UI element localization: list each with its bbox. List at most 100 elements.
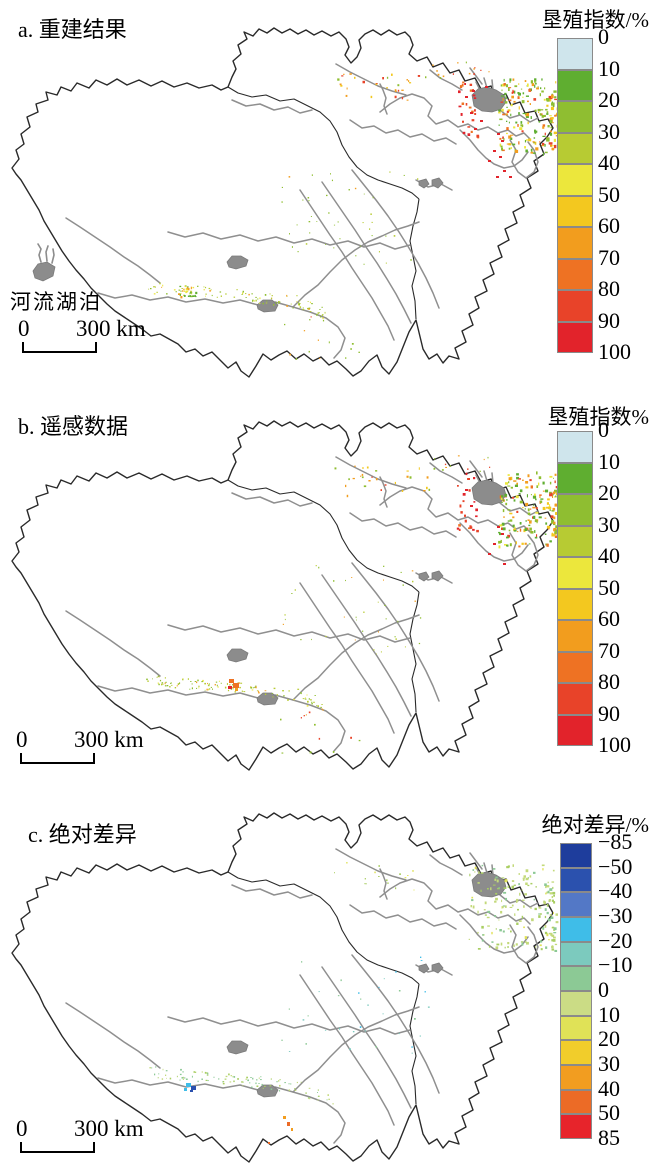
cultivation-speck [375, 470, 378, 472]
cultivation-speck [547, 498, 550, 501]
cultivation-speck [284, 323, 286, 326]
cultivation-speck [495, 928, 497, 930]
cultivation-speck [247, 1079, 249, 1082]
cultivation-speck [499, 143, 502, 147]
cultivation-speck [532, 152, 536, 154]
cultivation-speck [539, 944, 542, 947]
cultivation-speck [192, 295, 195, 297]
cultivation-speck [165, 681, 167, 683]
cultivation-speck [495, 892, 498, 895]
cultivation-speck [499, 137, 502, 140]
cultivation-speck [503, 170, 506, 172]
cultivation-speck [266, 300, 268, 302]
cultivation-speck [487, 888, 489, 890]
cultivation-speck [319, 357, 321, 359]
cultivation-speck [526, 941, 529, 945]
cultivation-speck [546, 502, 549, 505]
cultivation-speck [326, 1099, 328, 1101]
cultivation-speck [313, 701, 315, 703]
cultivation-speck [280, 718, 282, 721]
cultivation-speck [519, 127, 523, 130]
cultivation-speck [282, 690, 284, 692]
cultivation-speck [467, 133, 471, 136]
cultivation-speck [241, 294, 243, 295]
cultivation-speck [215, 681, 218, 683]
cultivation-speck [546, 104, 549, 107]
cultivation-speck [551, 532, 553, 535]
river-line [349, 904, 457, 930]
cultivation-speck [525, 877, 529, 881]
cultivation-speck [507, 946, 509, 948]
cultivation-speck [465, 96, 468, 98]
cultivation-speck [501, 147, 503, 151]
cultivation-speck [307, 1015, 309, 1017]
cultivation-speck [552, 507, 556, 511]
cultivation-speck [535, 886, 537, 888]
river-line [321, 181, 412, 324]
cultivation-speck [534, 530, 536, 533]
cultivation-speck [553, 496, 557, 498]
cultivation-speck [511, 496, 515, 499]
cultivation-speck [300, 639, 302, 641]
cultivation-speck [240, 682, 243, 684]
cultivation-speck [308, 350, 310, 353]
cultivation-speck [500, 145, 503, 148]
river-line [429, 854, 463, 876]
cultivation-speck [517, 530, 519, 533]
cultivation-speck [506, 143, 510, 145]
cultivation-speck [496, 176, 499, 178]
cultivation-speck [552, 145, 554, 147]
cultivation-speck [555, 529, 559, 533]
cultivation-speck [439, 77, 442, 79]
cultivation-speck [293, 698, 295, 701]
cultivation-speck [545, 946, 548, 949]
cultivation-speck [525, 941, 527, 943]
cultivation-speck [304, 697, 306, 699]
cultivation-speck [204, 1071, 207, 1074]
cultivation-speck [333, 580, 335, 582]
cultivation-speck [414, 1018, 416, 1020]
cultivation-speck [162, 683, 164, 685]
cultivation-speck [183, 290, 186, 292]
cultivation-speck [516, 482, 518, 485]
cultivation-speck [481, 939, 484, 942]
cultivation-speck [520, 124, 524, 127]
cultivation-speck [470, 905, 472, 908]
cultivation-speck [184, 1088, 187, 1091]
cultivation-speck [322, 709, 324, 711]
cultivation-speck [507, 885, 510, 888]
cultivation-speck [501, 906, 504, 909]
cultivation-speck [508, 481, 510, 484]
cultivation-speck [469, 83, 473, 86]
cultivation-speck [551, 896, 554, 899]
cultivation-speck [509, 906, 513, 908]
cultivation-speck [241, 1081, 243, 1083]
cultivation-speck [191, 687, 193, 690]
cultivation-speck [354, 465, 356, 467]
cultivation-speck [545, 489, 549, 493]
cultivation-speck [363, 611, 365, 613]
cultivation-speck [317, 1099, 319, 1101]
cultivation-speck [414, 600, 417, 602]
cultivation-speck [474, 67, 476, 69]
cultivation-speck [339, 83, 342, 86]
cultivation-speck [208, 287, 211, 290]
cultivation-speck [418, 467, 420, 470]
river-line [379, 486, 531, 533]
cultivation-speck [504, 493, 508, 497]
cultivation-speck [495, 946, 499, 950]
cultivation-speck [524, 528, 528, 531]
cultivation-speck [473, 73, 475, 75]
cultivation-speck [513, 100, 516, 103]
cultivation-speck [180, 1068, 182, 1071]
cultivation-speck [530, 148, 533, 151]
cultivation-speck [552, 495, 553, 498]
cultivation-speck [385, 879, 388, 882]
cultivation-speck [286, 305, 288, 307]
cultivation-speck [553, 138, 556, 142]
cultivation-speck [512, 78, 515, 81]
cultivation-speck [501, 899, 503, 903]
scalebar-distance-label: 300 km [74, 1116, 144, 1141]
cultivation-speck [511, 91, 513, 94]
cultivation-speck [499, 110, 501, 114]
